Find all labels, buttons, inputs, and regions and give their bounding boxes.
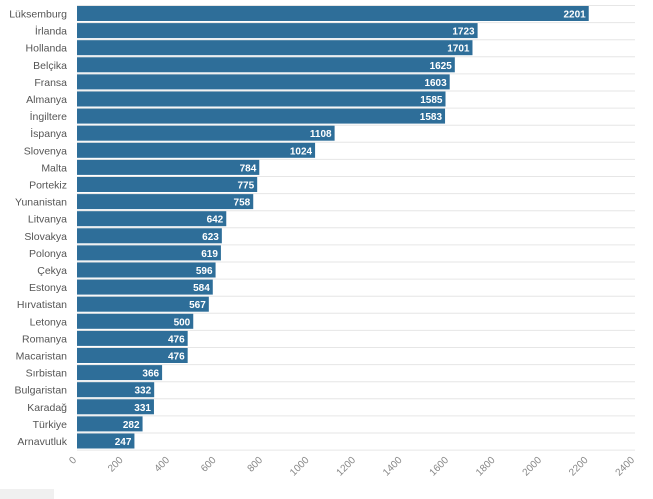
category-label: Hollanda	[26, 43, 68, 55]
data-label: 596	[196, 266, 213, 277]
bar	[77, 416, 143, 432]
category-label: İspanya	[30, 127, 67, 140]
bar	[77, 399, 154, 415]
bars	[77, 6, 589, 449]
category-label: Macaristan	[16, 351, 68, 363]
data-label: 332	[135, 386, 152, 397]
data-label: 1701	[447, 44, 470, 55]
category-label: Sırbistan	[26, 368, 68, 380]
bar	[77, 330, 188, 346]
bar	[77, 228, 222, 244]
category-label: Yunanistan	[15, 197, 67, 209]
bar	[77, 23, 478, 39]
category-label: Türkiye	[33, 419, 68, 431]
bar	[77, 262, 216, 278]
data-label: 331	[134, 403, 151, 414]
data-label: 2201	[563, 10, 586, 21]
data-label: 623	[202, 232, 219, 243]
data-label: 642	[207, 215, 224, 226]
data-label: 476	[168, 334, 185, 345]
x-tick-label: 1600	[428, 455, 452, 479]
bar	[77, 211, 227, 227]
category-label: Romanya	[22, 333, 67, 345]
category-label: Arnavutluk	[17, 436, 67, 448]
bar	[77, 382, 155, 398]
category-label: Polonya	[29, 248, 67, 260]
value-labels: 2201 1723 1701 1625 1603 1585 1583 1108 1024 784 7…	[115, 10, 586, 449]
bar	[77, 74, 450, 90]
bar	[77, 108, 446, 124]
category-label: Almanya	[26, 94, 67, 106]
category-label: Bulgaristan	[14, 385, 67, 397]
data-label: 500	[174, 317, 191, 328]
data-label: 1603	[424, 78, 447, 89]
category-label: Portekiz	[29, 180, 67, 192]
category-label: Malta	[41, 162, 67, 174]
category-label: İrlanda	[35, 25, 67, 38]
data-label: 1024	[290, 146, 313, 157]
category-label: Fransa	[34, 77, 67, 89]
x-tick-label: 600	[199, 455, 219, 475]
x-tick-label: 200	[106, 455, 126, 475]
bar	[77, 245, 221, 261]
category-label: Belçika	[33, 60, 67, 72]
x-tick-label: 1800	[474, 455, 498, 479]
category-label: Slovenya	[24, 145, 67, 157]
category-label: Estonya	[29, 282, 67, 294]
bar	[77, 91, 446, 107]
bar	[77, 279, 213, 295]
category-label: Karadağ	[27, 402, 67, 414]
category-label: Litvanya	[28, 214, 67, 226]
x-axis-tick-labels: 0 200 400 600 800 1000 1200 1400 1600 1800 2000 220…	[67, 455, 637, 479]
x-tick-label: 800	[246, 455, 266, 475]
bar	[77, 57, 455, 73]
x-tick-label: 2200	[567, 455, 591, 479]
bar	[77, 125, 335, 141]
data-label: 619	[201, 249, 218, 260]
data-label: 567	[189, 300, 206, 311]
data-label: 1108	[310, 129, 332, 140]
data-label: 366	[142, 369, 159, 380]
data-label: 1585	[420, 95, 443, 106]
x-tick-label: 2400	[614, 455, 638, 479]
x-tick-label: 2000	[521, 455, 545, 479]
bar	[77, 177, 258, 192]
data-label: 476	[168, 352, 185, 363]
category-label: Letonya	[30, 316, 68, 328]
data-label: 247	[115, 437, 132, 448]
data-label: 1583	[420, 112, 443, 123]
x-tick-label: 0	[67, 455, 79, 467]
data-label: 282	[123, 420, 140, 431]
data-label: 758	[234, 198, 251, 209]
category-label: Lüksemburg	[9, 9, 67, 21]
bar	[77, 348, 188, 363]
bar	[77, 6, 589, 21]
category-label: Çekya	[37, 265, 67, 277]
bar	[77, 313, 194, 329]
bar	[77, 433, 135, 449]
x-tick-label: 1400	[381, 455, 405, 479]
category-label: İngiltere	[30, 110, 68, 123]
bottom-strip	[0, 489, 54, 499]
category-label: Slovakya	[24, 231, 67, 243]
x-tick-label: 1000	[288, 455, 312, 479]
category-labels: Lüksemburg İrlanda Hollanda Belçika Fransa Al…	[9, 9, 68, 449]
category-label: Hırvatistan	[17, 299, 67, 311]
bar	[77, 142, 316, 158]
data-label: 1625	[430, 61, 453, 72]
grid-lines	[77, 5, 635, 451]
bar	[77, 194, 254, 210]
x-tick-label: 1200	[335, 455, 359, 479]
x-tick-label: 400	[153, 455, 173, 475]
data-label: 775	[238, 181, 255, 192]
data-label: 784	[240, 163, 257, 174]
bar	[77, 159, 260, 175]
bar	[77, 365, 163, 381]
bar	[77, 296, 209, 312]
data-label: 1723	[452, 27, 475, 38]
data-label: 584	[193, 283, 210, 294]
bar	[77, 40, 473, 56]
